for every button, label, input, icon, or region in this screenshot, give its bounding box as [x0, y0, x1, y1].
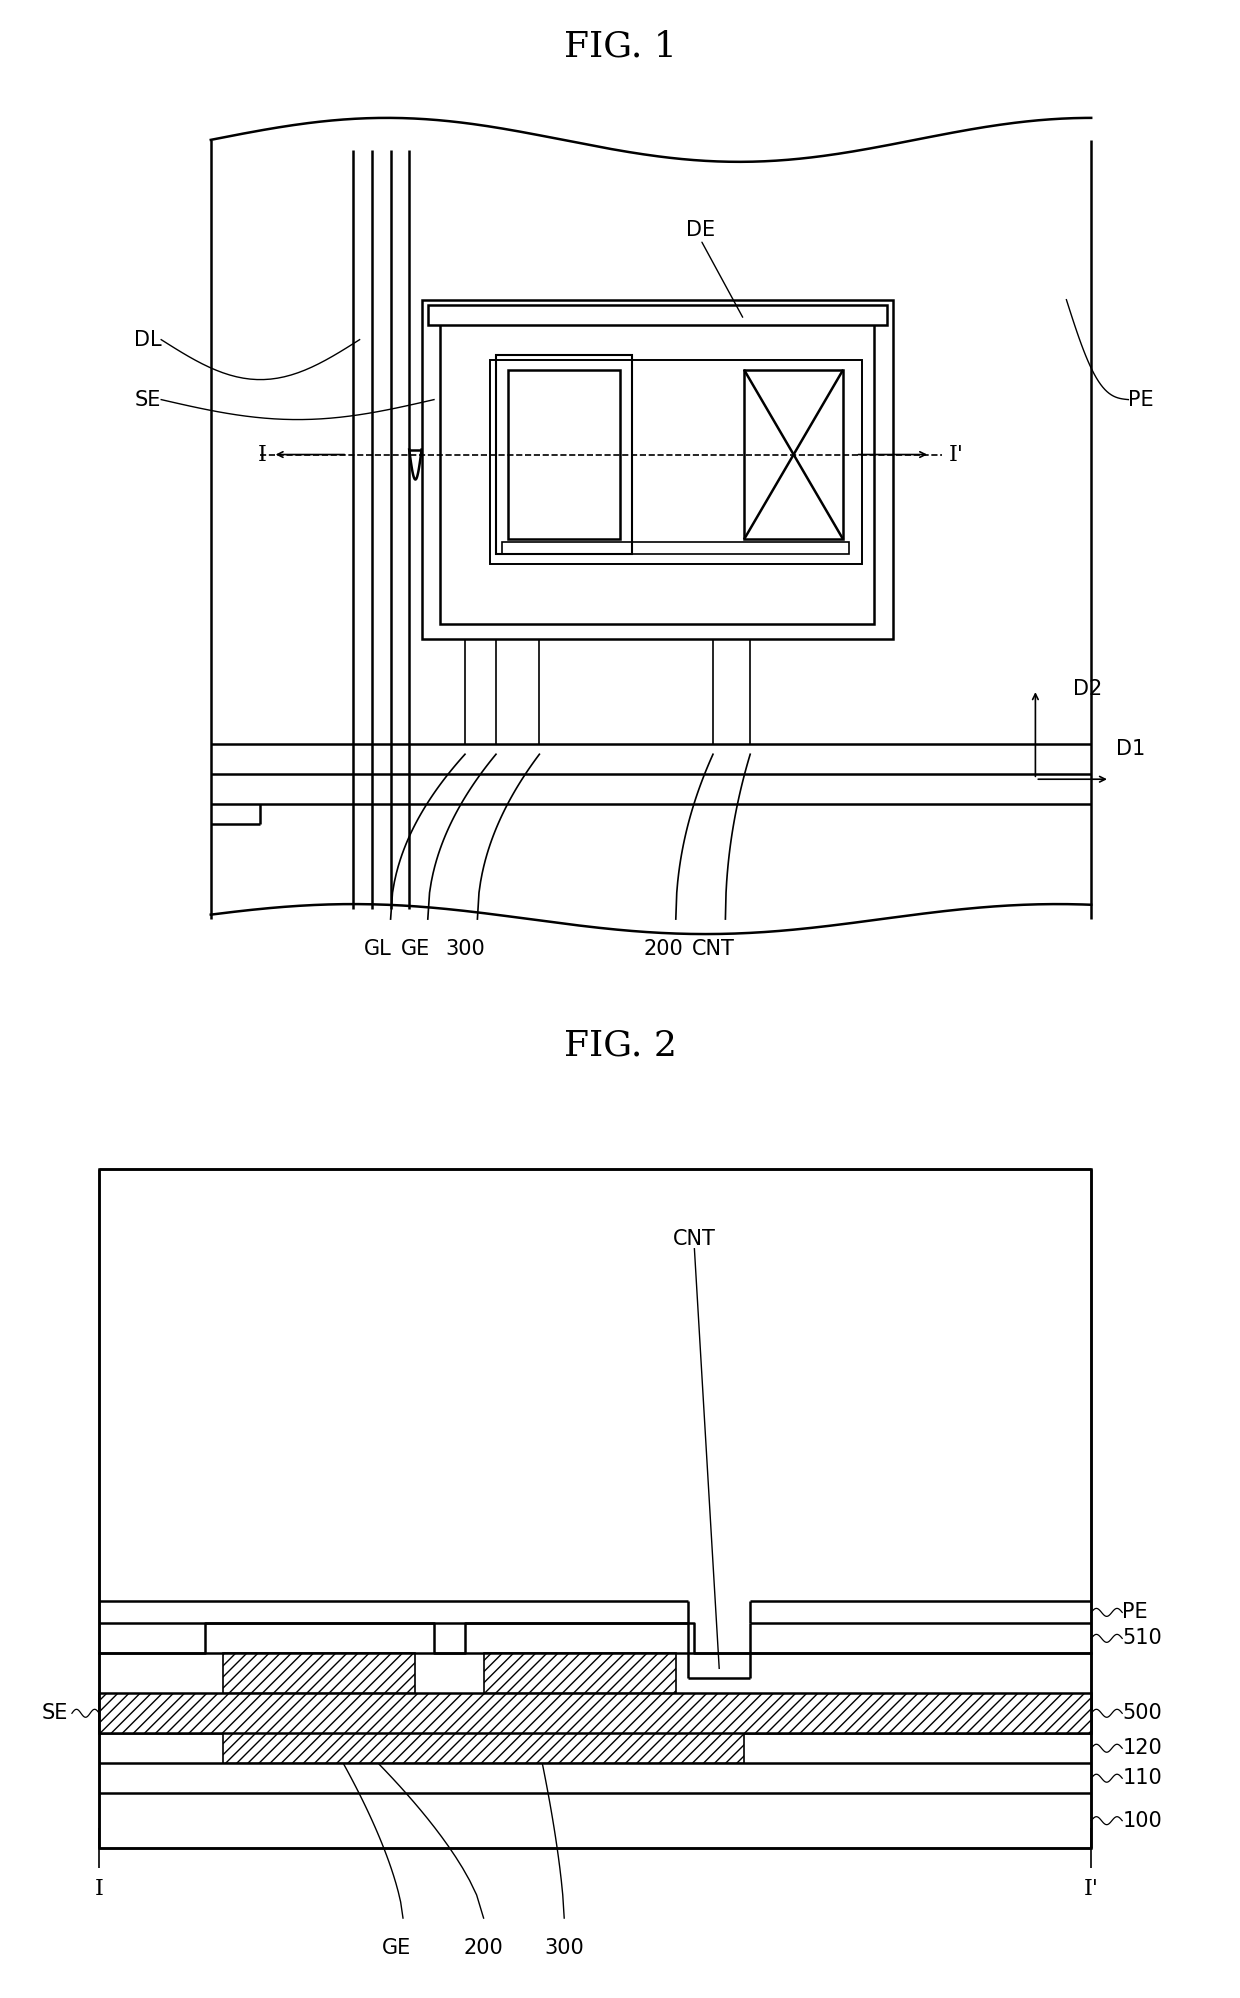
Text: D1: D1	[1116, 739, 1146, 759]
Text: SE: SE	[135, 390, 161, 410]
Bar	[99, 1694, 1091, 1732]
Text: GE: GE	[401, 939, 430, 959]
Bar	[496, 356, 632, 553]
Text: 510: 510	[1122, 1628, 1162, 1648]
Text: CNT: CNT	[673, 1229, 715, 1249]
Bar	[440, 314, 874, 623]
Bar	[223, 1732, 744, 1764]
Text: GE: GE	[382, 1938, 412, 1958]
Bar	[428, 306, 887, 326]
Bar	[484, 1654, 676, 1694]
Text: 500: 500	[1122, 1702, 1162, 1724]
Text: DL: DL	[134, 330, 161, 350]
Text: 300: 300	[445, 939, 485, 959]
Text: D2: D2	[1073, 679, 1102, 699]
Text: 110: 110	[1122, 1768, 1162, 1788]
Text: SE: SE	[42, 1702, 68, 1724]
Text: I: I	[258, 444, 267, 466]
Text: 200: 200	[644, 939, 683, 959]
Bar	[508, 370, 620, 539]
Bar	[502, 541, 849, 553]
Bar	[422, 300, 893, 639]
Text: PE: PE	[1122, 1602, 1148, 1622]
Bar	[744, 370, 843, 539]
Text: I': I'	[1084, 1878, 1099, 1900]
Bar	[223, 1654, 415, 1694]
Bar	[99, 1169, 1091, 1848]
Text: GL: GL	[365, 939, 392, 959]
Text: I: I	[94, 1878, 104, 1900]
Text: 300: 300	[544, 1938, 584, 1958]
Text: FIG. 2: FIG. 2	[563, 1029, 677, 1063]
Text: 200: 200	[464, 1938, 503, 1958]
Text: CNT: CNT	[692, 939, 734, 959]
Text: I': I'	[949, 444, 963, 466]
Bar	[490, 360, 862, 563]
Text: FIG. 1: FIG. 1	[563, 30, 677, 64]
Text: 120: 120	[1122, 1738, 1162, 1758]
Text: PE: PE	[1128, 390, 1154, 410]
Text: 100: 100	[1122, 1810, 1162, 1830]
Text: DE: DE	[686, 220, 715, 240]
